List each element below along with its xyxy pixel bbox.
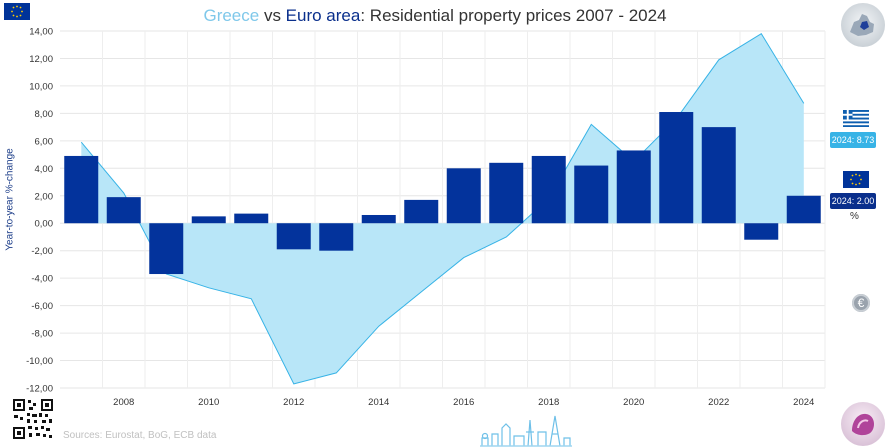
greece-latest-badge: 2024: 8.73 bbox=[830, 132, 876, 148]
greece-area-fill bbox=[81, 33, 804, 384]
euro-area-latest-badge: 2024: 2.00 bbox=[830, 193, 876, 209]
euro-area-bar[interactable] bbox=[701, 127, 736, 224]
y-tick-label: 0,00 bbox=[35, 219, 54, 230]
euro-area-bar[interactable] bbox=[276, 223, 311, 250]
skyline-icon bbox=[480, 415, 572, 447]
y-tick-label: 2,00 bbox=[35, 191, 54, 202]
x-tick-label: 2008 bbox=[113, 397, 134, 408]
euro-area-bar[interactable] bbox=[659, 112, 694, 224]
y-tick-label: -8,00 bbox=[31, 329, 53, 340]
ecb-badge-icon[interactable] bbox=[840, 401, 886, 447]
title-rest: : Residential property prices 2007 - 202… bbox=[360, 6, 667, 25]
title-vs: vs bbox=[259, 6, 286, 25]
euro-area-bar[interactable] bbox=[361, 214, 396, 224]
y-tick-label: 6,00 bbox=[35, 136, 54, 147]
euro-area-bar[interactable] bbox=[191, 216, 226, 224]
x-tick-label: 2014 bbox=[368, 397, 389, 408]
x-tick-label: 2018 bbox=[538, 397, 559, 408]
grid-lines bbox=[60, 30, 826, 389]
euro-area-bar[interactable] bbox=[106, 197, 141, 224]
unit-label: % bbox=[850, 211, 859, 222]
euro-area-bar[interactable] bbox=[489, 162, 524, 224]
x-tick-label: 2020 bbox=[623, 397, 644, 408]
y-tick-label: 12,00 bbox=[29, 54, 53, 65]
euro-area-bar[interactable] bbox=[446, 168, 481, 224]
euro-area-bar[interactable] bbox=[149, 223, 184, 275]
y-tick-label: -4,00 bbox=[31, 274, 53, 285]
source-note: Sources: Eurostat, BoG, ECB data bbox=[63, 430, 217, 441]
euro-icon[interactable]: € bbox=[852, 294, 870, 312]
y-tick-label: -6,00 bbox=[31, 301, 53, 312]
y-tick-label: 4,00 bbox=[35, 164, 54, 175]
title-euro-area: Euro area bbox=[285, 6, 361, 25]
y-tick-label: 14,00 bbox=[29, 27, 53, 38]
x-tick-label: 2024 bbox=[793, 397, 814, 408]
chart-title: Greece vs Euro area: Residential propert… bbox=[0, 6, 870, 26]
europe-map-icon[interactable] bbox=[840, 2, 886, 48]
eu-flag-icon bbox=[4, 3, 30, 20]
euro-area-bar[interactable] bbox=[574, 165, 609, 224]
euro-area-bar[interactable] bbox=[234, 213, 269, 224]
euro-area-bar[interactable] bbox=[744, 223, 779, 240]
euro-area-bar[interactable] bbox=[319, 223, 354, 251]
euro-area-flag-icon bbox=[843, 171, 869, 188]
y-tick-label: -10,00 bbox=[26, 356, 53, 367]
title-greece: Greece bbox=[203, 6, 260, 25]
greece-flag-icon bbox=[843, 110, 869, 127]
euro-area-bar[interactable] bbox=[404, 199, 439, 224]
y-tick-label: 10,00 bbox=[29, 81, 53, 92]
y-axis-label: Year-to-year %-change bbox=[4, 148, 16, 251]
x-tick-label: 2022 bbox=[708, 397, 729, 408]
y-tick-label: 8,00 bbox=[35, 109, 54, 120]
euro-area-bar[interactable] bbox=[616, 150, 651, 224]
y-tick-label: -2,00 bbox=[31, 246, 53, 257]
euro-area-bar[interactable] bbox=[786, 195, 821, 224]
qr-code-icon bbox=[12, 398, 54, 440]
greece-area-series bbox=[80, 33, 805, 385]
euro-area-bar[interactable] bbox=[531, 155, 566, 224]
euro-area-bar[interactable] bbox=[64, 155, 99, 224]
euro-area-bar-series bbox=[64, 112, 821, 275]
y-tick-label: -12,00 bbox=[26, 384, 53, 395]
x-tick-label: 2010 bbox=[198, 397, 219, 408]
axis-labels: 14,00 12,00 10,00 8,00 6,00 4,00 2,00 0,00 -2,00… bbox=[26, 27, 814, 409]
x-tick-label: 2012 bbox=[283, 397, 304, 408]
x-tick-label: 2016 bbox=[453, 397, 474, 408]
greece-area-line bbox=[80, 33, 805, 385]
